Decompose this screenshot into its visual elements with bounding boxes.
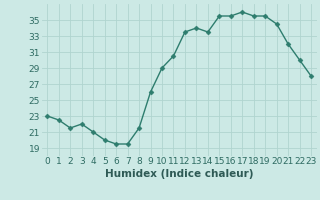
X-axis label: Humidex (Indice chaleur): Humidex (Indice chaleur) bbox=[105, 169, 253, 179]
